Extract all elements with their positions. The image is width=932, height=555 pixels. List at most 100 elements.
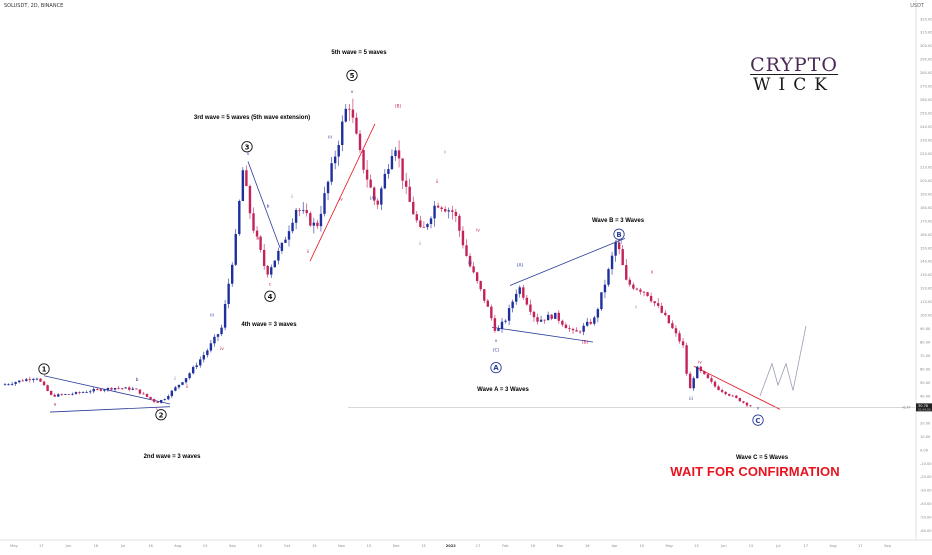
x-tick-label: 15 bbox=[640, 544, 645, 548]
candle-body bbox=[731, 395, 734, 397]
candle-body bbox=[10, 383, 14, 385]
wave-circle-label-B: B bbox=[616, 231, 621, 239]
candle-body bbox=[696, 366, 699, 379]
candle-body bbox=[348, 108, 351, 110]
candle-body bbox=[504, 320, 507, 322]
candle-body bbox=[213, 336, 216, 344]
candle-body bbox=[607, 269, 610, 285]
x-tick-label: 17 bbox=[858, 544, 863, 548]
candle-body bbox=[497, 328, 500, 331]
candle-body bbox=[209, 343, 213, 351]
left-price-marker: -0.37 bbox=[902, 406, 911, 410]
candle-body bbox=[671, 323, 674, 329]
wave-circle-1 bbox=[38, 363, 50, 375]
y-tick-label: 270.00 bbox=[920, 85, 932, 89]
candle-body bbox=[543, 319, 546, 321]
candle-body bbox=[383, 173, 387, 189]
candle-body bbox=[92, 389, 95, 392]
candle-body bbox=[369, 179, 372, 188]
candle-body bbox=[564, 324, 568, 329]
candle-body bbox=[593, 317, 596, 324]
wave-sublabel: iv bbox=[339, 197, 343, 203]
x-tick-label: Dec bbox=[393, 544, 400, 548]
candle-body bbox=[728, 394, 731, 396]
candle-body bbox=[394, 150, 397, 157]
candle-body bbox=[642, 291, 646, 293]
candle-body bbox=[362, 150, 365, 170]
candles-layer bbox=[3, 98, 752, 408]
candle-body bbox=[461, 230, 465, 246]
y-tick-label: 40.00 bbox=[920, 394, 931, 398]
candle-body bbox=[181, 382, 184, 385]
wave-sublabel: b bbox=[267, 203, 270, 209]
candle-body bbox=[273, 260, 276, 268]
candle-body bbox=[713, 381, 717, 387]
waveB-annotation: Wave B = 3 Waves bbox=[591, 218, 645, 224]
waveC-annotation: Wave C = 5 Waves bbox=[735, 455, 789, 461]
candle-body bbox=[277, 250, 280, 261]
y-tick-label: 100.00 bbox=[920, 314, 932, 318]
wave-sublabel: i bbox=[174, 376, 175, 382]
candle-body bbox=[465, 245, 468, 256]
candle-body bbox=[234, 234, 237, 265]
candle-body bbox=[259, 236, 262, 250]
candle-body bbox=[483, 289, 486, 301]
candle-body bbox=[326, 181, 330, 194]
candle-body bbox=[404, 180, 408, 187]
wave-sublabel: c bbox=[269, 282, 272, 287]
y-tick-label: 20.00 bbox=[920, 421, 931, 425]
candle-body bbox=[78, 392, 81, 393]
candle-body bbox=[110, 387, 113, 390]
wave4-annotation: 4th wave = 3 waves bbox=[241, 322, 297, 328]
wave-circle-label-4: 4 bbox=[268, 293, 273, 301]
candle-body bbox=[479, 281, 482, 290]
candle-body bbox=[32, 378, 35, 381]
candle-body bbox=[99, 389, 103, 391]
x-tick-label: Jul bbox=[775, 544, 780, 548]
candle-body bbox=[387, 169, 390, 174]
brand-top: CRYPTO bbox=[750, 54, 838, 76]
y-tick-label: 160.00 bbox=[920, 233, 932, 237]
candle-body bbox=[596, 309, 600, 318]
y-tick-label: 240.00 bbox=[920, 125, 932, 129]
candle-body bbox=[170, 390, 174, 397]
candle-body bbox=[557, 312, 560, 321]
x-tick-label: Sep bbox=[884, 544, 891, 548]
candle-body bbox=[515, 293, 518, 302]
candle-body bbox=[103, 389, 106, 391]
wave-sublabel: ii bbox=[651, 269, 653, 275]
wave-circle-label-2: 2 bbox=[159, 411, 164, 419]
wave-sublabel: a bbox=[257, 237, 260, 242]
y-tick-label: -20.00 bbox=[920, 475, 932, 479]
trend-line-wave2-upper bbox=[43, 375, 171, 405]
candle-body bbox=[688, 373, 692, 389]
candle-body bbox=[703, 371, 706, 375]
wave-sublabel: i bbox=[419, 241, 420, 247]
wave-sublabel: iii bbox=[468, 260, 472, 266]
wave-circle-label-A: A bbox=[493, 364, 499, 372]
candle-body bbox=[57, 394, 60, 397]
x-tick-label: Apr bbox=[611, 544, 618, 548]
candle-body bbox=[408, 186, 411, 202]
candle-body bbox=[507, 308, 511, 321]
candle-body bbox=[376, 200, 379, 205]
candle-body bbox=[131, 388, 134, 390]
trend-line-wave3-4 bbox=[247, 161, 281, 248]
y-tick-label: 200.00 bbox=[920, 179, 932, 183]
candle-body bbox=[39, 378, 42, 382]
candle-body bbox=[216, 334, 220, 337]
candle-body bbox=[628, 279, 631, 285]
current-price-tag bbox=[916, 403, 932, 412]
x-tick-label: 15 bbox=[694, 544, 699, 548]
wave-sublabel: v bbox=[495, 339, 498, 344]
x-tick-label: 2022 bbox=[446, 544, 457, 548]
y-tick-label: -50.00 bbox=[920, 516, 932, 520]
candle-body bbox=[145, 393, 149, 397]
candle-body bbox=[742, 401, 745, 403]
candle-body bbox=[323, 193, 326, 214]
candle-body bbox=[291, 222, 294, 232]
wave-circle-label-5: 5 bbox=[350, 72, 355, 80]
candle-body bbox=[536, 317, 539, 322]
candle-body bbox=[586, 321, 589, 326]
